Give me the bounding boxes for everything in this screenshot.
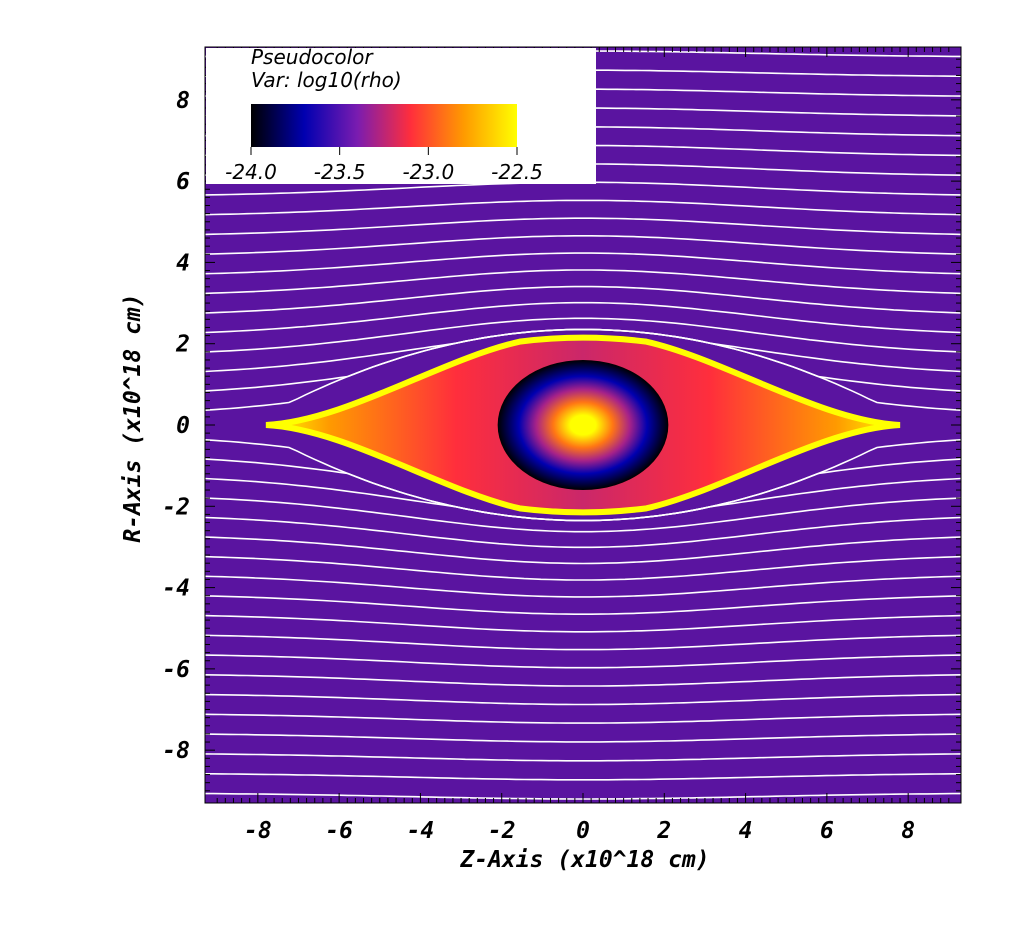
- y-tick-label: 8: [176, 88, 190, 114]
- colorbar: [251, 104, 517, 147]
- streamline: [205, 713, 961, 724]
- y-tick-label: -2: [162, 494, 190, 520]
- streamline: [205, 285, 961, 314]
- x-tick-label: 8: [901, 818, 915, 844]
- legend: Pseudocolor Var: log10(rho) -24.0 -23.5 -2…: [206, 45, 596, 184]
- streamline: [205, 733, 961, 743]
- y-tick-label: -4: [162, 576, 190, 602]
- streamline: [205, 301, 961, 334]
- streamline: [205, 516, 961, 549]
- streamline: [205, 773, 961, 781]
- y-tick-label: 6: [176, 169, 190, 195]
- legend-plot-type: Pseudocolor: [251, 45, 374, 69]
- legend-variable: Var: log10(rho): [251, 68, 402, 92]
- streamline: [205, 614, 961, 633]
- y-tick-label: 2: [175, 332, 190, 358]
- streamline: [205, 555, 961, 581]
- colorbar-tick-label: -22.5: [491, 160, 543, 184]
- y-tick-label: 4: [176, 250, 190, 276]
- streamline: [205, 674, 961, 687]
- x-tick-label: 2: [656, 818, 671, 844]
- y-tick-label: 0: [176, 413, 190, 439]
- x-tick-label: 0: [576, 818, 590, 844]
- colorbar-ticks: [250, 147, 518, 155]
- colorbar-tick-label: -23.0: [402, 160, 454, 184]
- x-axis-title: Z-Axis (x10^18 cm): [459, 847, 709, 873]
- x-tick-label: -4: [407, 818, 435, 844]
- streamline: [205, 252, 961, 275]
- streamline: [205, 634, 961, 651]
- colorbar-tick-labels: -24.0 -23.5 -23.0 -22.5: [225, 160, 543, 184]
- x-tick-label: 4: [739, 818, 753, 844]
- y-axis-title: R-Axis (x10^18 cm): [120, 293, 146, 542]
- x-tick-label: -8: [244, 818, 272, 844]
- streamline: [205, 199, 961, 216]
- streamline: [205, 595, 961, 615]
- y-axis-tick-labels: 8 6 4 2 0 -2 -4 -6 -8: [162, 88, 190, 764]
- streamline: [205, 269, 961, 295]
- colorbar-tick-label: -23.5: [314, 160, 366, 184]
- streamline: [205, 477, 961, 522]
- streamline: [205, 217, 961, 236]
- x-tick-label: 6: [820, 818, 834, 844]
- central-cloud: [497, 359, 669, 491]
- streamline: [205, 328, 961, 411]
- streamline: [205, 235, 961, 255]
- x-tick-label: -6: [325, 818, 353, 844]
- streamline: [205, 753, 961, 762]
- streamline: [205, 536, 961, 565]
- streamline: [205, 654, 961, 669]
- y-tick-label: -6: [162, 657, 190, 683]
- shell-rim: [265, 334, 901, 516]
- streamline: [205, 575, 961, 598]
- streamline: [205, 317, 961, 353]
- x-axis-tick-labels: -8 -6 -4 -2 0 2 4 6 8: [244, 818, 915, 844]
- y-tick-label: -8: [162, 738, 190, 764]
- streamline: [205, 497, 961, 533]
- x-tick-label: -2: [488, 818, 516, 844]
- streamline: [205, 693, 961, 706]
- colorbar-tick-label: -24.0: [225, 160, 277, 184]
